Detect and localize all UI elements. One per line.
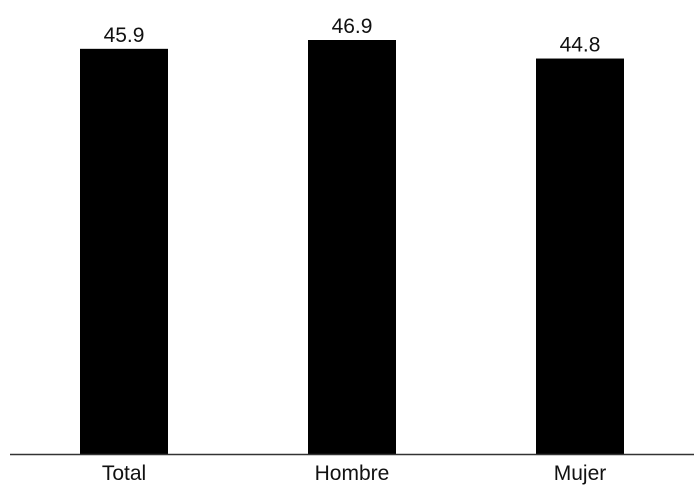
x-tick-label-total: Total [102, 462, 146, 485]
bars-group [80, 40, 624, 454]
value-labels-group: 45.9 46.9 44.8 [104, 15, 601, 57]
x-tick-label-mujer: Mujer [554, 462, 607, 485]
value-label-total: 45.9 [104, 24, 145, 47]
value-label-mujer: 44.8 [560, 34, 601, 57]
value-label-hombre: 46.9 [332, 15, 373, 38]
x-tick-labels-group: Total Hombre Mujer [102, 462, 606, 485]
x-tick-label-hombre: Hombre [315, 462, 390, 485]
bar-total [80, 48, 168, 454]
bar-hombre [308, 40, 396, 454]
bar-mujer [536, 58, 624, 454]
